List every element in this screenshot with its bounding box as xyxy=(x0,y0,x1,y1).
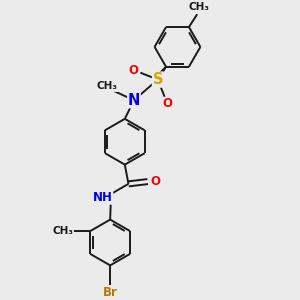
Text: S: S xyxy=(152,72,163,87)
Text: CH₃: CH₃ xyxy=(52,226,73,236)
Text: N: N xyxy=(128,93,140,108)
Text: Br: Br xyxy=(103,286,118,299)
Text: NH: NH xyxy=(93,191,113,204)
Text: O: O xyxy=(128,64,139,77)
Text: CH₃: CH₃ xyxy=(188,2,209,12)
Text: CH₃: CH₃ xyxy=(97,81,118,92)
Text: O: O xyxy=(162,97,172,110)
Text: O: O xyxy=(151,175,160,188)
